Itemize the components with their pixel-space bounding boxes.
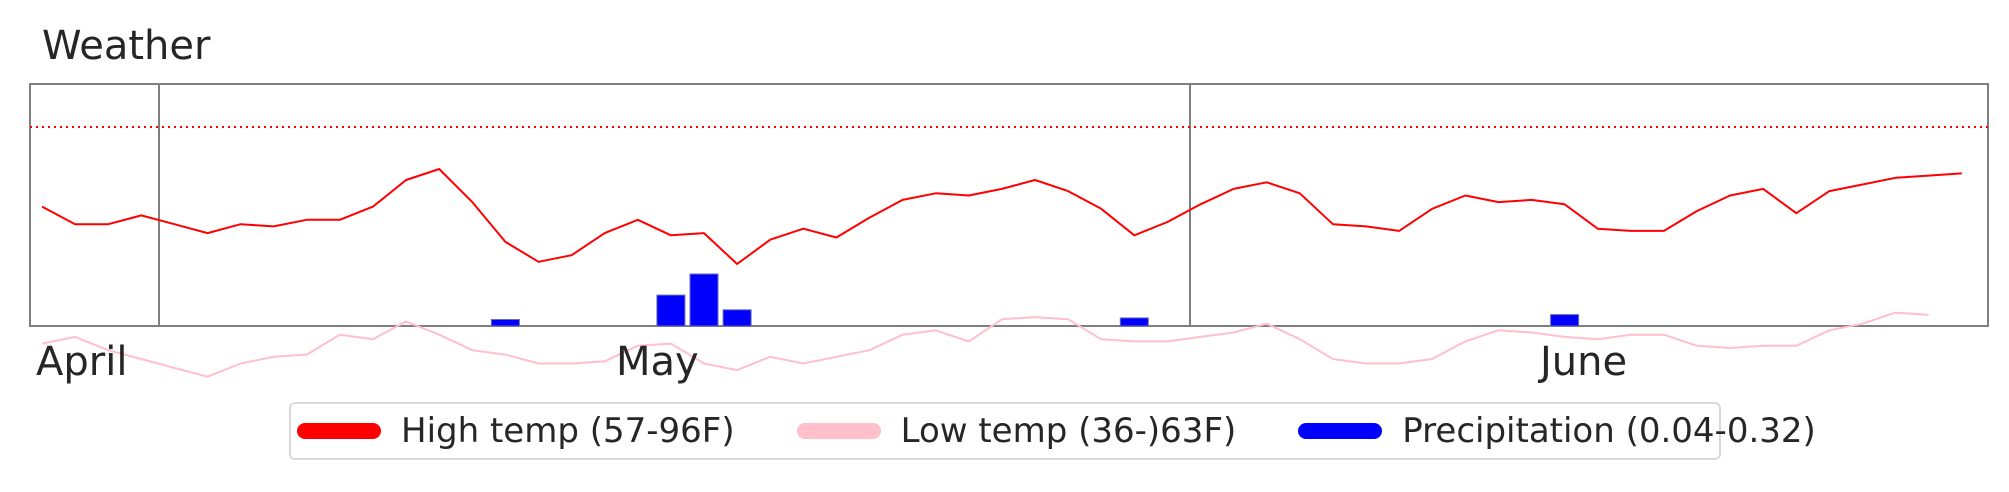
legend-swatch-low	[796, 423, 881, 439]
precip-bar-3	[722, 309, 752, 327]
legend-item-low: Low temp (36-)63F)	[796, 411, 1237, 451]
chart-title: Weather	[42, 23, 211, 69]
month-label-may: May	[616, 339, 699, 385]
plot-frame	[29, 83, 1989, 327]
legend-label-low: Low temp (36-)63F)	[900, 411, 1237, 451]
month-label-april: April	[36, 339, 128, 385]
legend-label-precip: Precipitation (0.04-0.32)	[1402, 411, 1816, 451]
high-temp-line	[41, 168, 1962, 265]
month-label-june: June	[1540, 339, 1628, 385]
legend-swatch-precip	[1298, 423, 1383, 439]
legend-item-high: High temp (57-96F)	[297, 411, 735, 451]
precip-bar-1	[656, 294, 686, 327]
legend-item-precip: Precipitation (0.04-0.32)	[1298, 411, 1816, 451]
precip-bar-5	[1550, 314, 1580, 327]
precip-bar-0	[490, 319, 520, 327]
legend: High temp (57-96F) Low temp (36-)63F) Pr…	[289, 402, 1816, 460]
legend-swatch-high	[297, 423, 381, 439]
legend-label-high: High temp (57-96F)	[401, 411, 735, 451]
precip-bar-4	[1119, 317, 1149, 327]
precip-bar-2	[689, 273, 719, 327]
low-temp-line	[41, 311, 1929, 378]
precipitation-bars	[490, 273, 1580, 327]
